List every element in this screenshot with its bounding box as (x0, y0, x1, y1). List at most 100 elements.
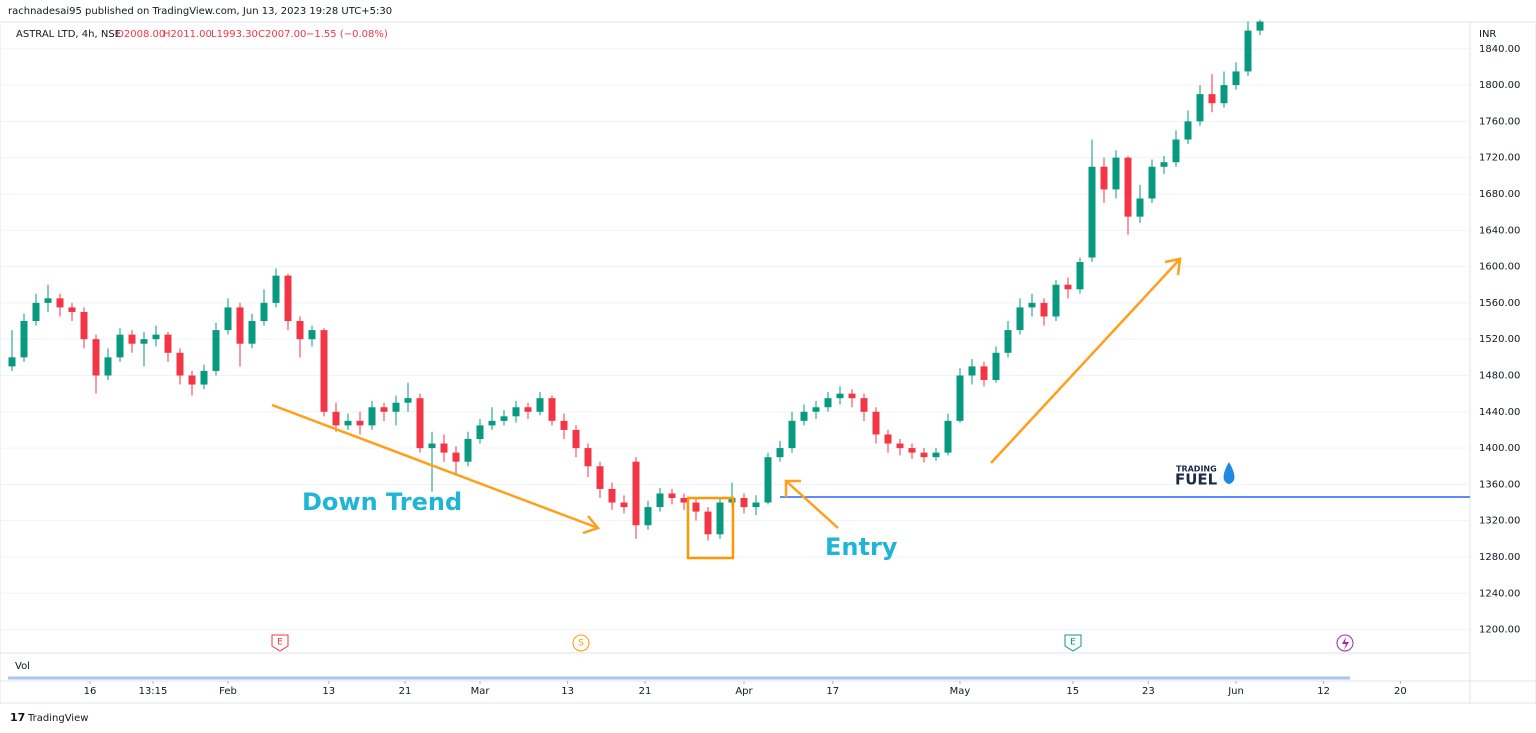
y-tick-label: 1520.00 (1479, 334, 1520, 345)
candle-body (632, 461, 640, 526)
candle-body (644, 507, 652, 526)
tv-logo: 𝟭𝟳 (10, 711, 25, 724)
candle-body (32, 302, 40, 322)
candle-body (1244, 30, 1252, 72)
y-tick-label: 1400.00 (1479, 443, 1520, 454)
candle-body (608, 488, 616, 503)
candle-body (272, 275, 280, 303)
event-label: E (1070, 638, 1076, 648)
candle-body (656, 493, 664, 508)
candle-body (428, 443, 436, 449)
candle-body (488, 420, 496, 426)
y-tick-label: 1640.00 (1479, 225, 1520, 236)
candle-body (464, 439, 472, 462)
candle-body (440, 443, 448, 453)
y-tick-label: 1280.00 (1479, 552, 1520, 563)
candle-body (920, 452, 928, 458)
logo-top: TRADING (1176, 465, 1217, 474)
candle-body (512, 407, 520, 417)
x-tick-label: 23 (1142, 686, 1155, 697)
y-tick-label: 1320.00 (1479, 516, 1520, 527)
ohlc: O2008.00 (116, 29, 165, 40)
logo-drop (1223, 462, 1235, 484)
x-tick-label: 12 (1317, 686, 1330, 697)
event-label: S (578, 639, 584, 649)
candle-body (80, 311, 88, 340)
candle-body (524, 407, 532, 412)
candle-body (500, 416, 508, 421)
candle-body (1028, 302, 1036, 308)
candle-body (932, 452, 940, 458)
candle-body (1016, 307, 1024, 331)
x-tick-label: 17 (826, 686, 839, 697)
y-tick-label: 1840.00 (1479, 44, 1520, 55)
x-tick-label: 15 (1066, 686, 1079, 697)
candle-body (452, 452, 460, 462)
ohlc: H2011.00 (163, 29, 212, 40)
y-tick-label: 1440.00 (1479, 407, 1520, 418)
candle-body (44, 298, 52, 303)
candle-body (752, 502, 760, 508)
candle-body (1124, 157, 1132, 217)
x-tick-label: Jun (1227, 686, 1244, 697)
symbol: ASTRAL LTD, 4h, NSE (16, 29, 121, 40)
candle-body (1112, 157, 1120, 190)
x-tick-label: 21 (399, 686, 412, 697)
candle-body (1004, 330, 1012, 353)
candle-body (1148, 166, 1156, 199)
candle-body (248, 321, 256, 344)
x-tick-label: Mar (471, 686, 491, 697)
frame (0, 21, 1536, 704)
ohlc: C2007.00 (258, 29, 306, 40)
candle-body (104, 357, 112, 376)
candle-body (404, 398, 412, 403)
arrows (271, 257, 1182, 535)
footer: TradingView (27, 713, 88, 724)
header: rachnadesai95 published on TradingView.c… (8, 6, 392, 17)
candle-body (572, 429, 580, 449)
candle-body (596, 466, 604, 489)
y-tick-label: 1600.00 (1479, 262, 1520, 273)
arrowhead (582, 515, 601, 535)
candle-body (968, 366, 976, 376)
y-tick-label: 1800.00 (1479, 80, 1520, 91)
y-tick-label: 1560.00 (1479, 298, 1520, 309)
candle-body (716, 502, 724, 535)
y-tick-label: 1760.00 (1479, 116, 1520, 127)
candle-body (56, 298, 64, 308)
down-arrow (271, 403, 599, 530)
candle-body (284, 275, 292, 322)
candle-body (224, 307, 232, 331)
candle-body (368, 407, 376, 426)
x-tick-label: 16 (84, 686, 97, 697)
candle-body (176, 352, 184, 376)
candle-body (380, 407, 388, 412)
annotation: Down Trend (302, 488, 462, 516)
event-marker (271, 634, 289, 652)
candle-body (20, 321, 28, 358)
x-tick-label: 20 (1394, 686, 1407, 697)
change: −1.55 (−0.08%) (306, 29, 388, 40)
candle-body (1220, 85, 1228, 104)
candle-body (1076, 262, 1084, 290)
up-arrow (990, 258, 1181, 464)
arrowhead (784, 479, 801, 497)
candle-body (296, 321, 304, 340)
candle-body (668, 493, 676, 498)
x-tick-label: May (950, 686, 971, 697)
x-tick-label: Feb (219, 686, 237, 697)
candle-body (212, 330, 220, 371)
event-markers: E S E (271, 634, 1354, 652)
candle-body (800, 411, 808, 421)
candle-body (620, 502, 628, 508)
candle-body (308, 330, 316, 340)
candle-body (1256, 21, 1264, 31)
ohlc: L1993.30 (211, 29, 258, 40)
candle-body (1184, 121, 1192, 140)
candle-body (980, 366, 988, 381)
y-tick-label: 1200.00 (1479, 625, 1520, 636)
candle-body (332, 411, 340, 426)
candle-body (884, 434, 892, 444)
candle-body (1232, 71, 1240, 86)
arrowhead (1164, 257, 1182, 276)
